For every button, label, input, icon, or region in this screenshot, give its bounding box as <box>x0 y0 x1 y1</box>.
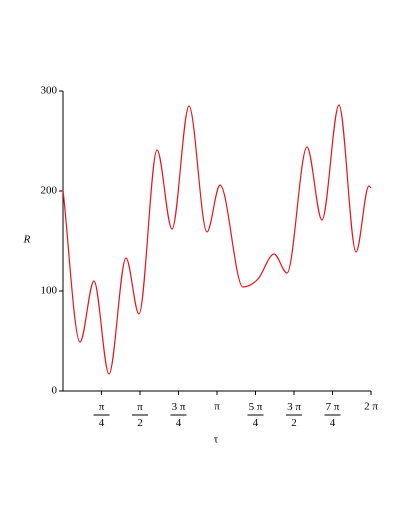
data-line <box>62 104 372 375</box>
y-axis-label: R <box>23 234 31 246</box>
y-tick-label: 100 <box>41 285 58 297</box>
svg-text:5 π4: 5 π4 <box>249 401 263 429</box>
svg-text:7 π4: 7 π4 <box>326 401 340 429</box>
svg-text:3 π2: 3 π2 <box>287 401 301 429</box>
x-tick-label: 2 π <box>364 401 378 413</box>
x-axis-label: τ <box>214 434 219 446</box>
y-tick-label: 300 <box>41 85 58 97</box>
svg-text:π2: π2 <box>137 401 143 429</box>
svg-text:π4: π4 <box>99 401 105 429</box>
x-tick-label: π <box>214 401 220 413</box>
y-tick-label: 200 <box>41 185 58 197</box>
y-tick-label: 0 <box>52 385 58 397</box>
svg-text:3 π4: 3 π4 <box>172 401 186 429</box>
